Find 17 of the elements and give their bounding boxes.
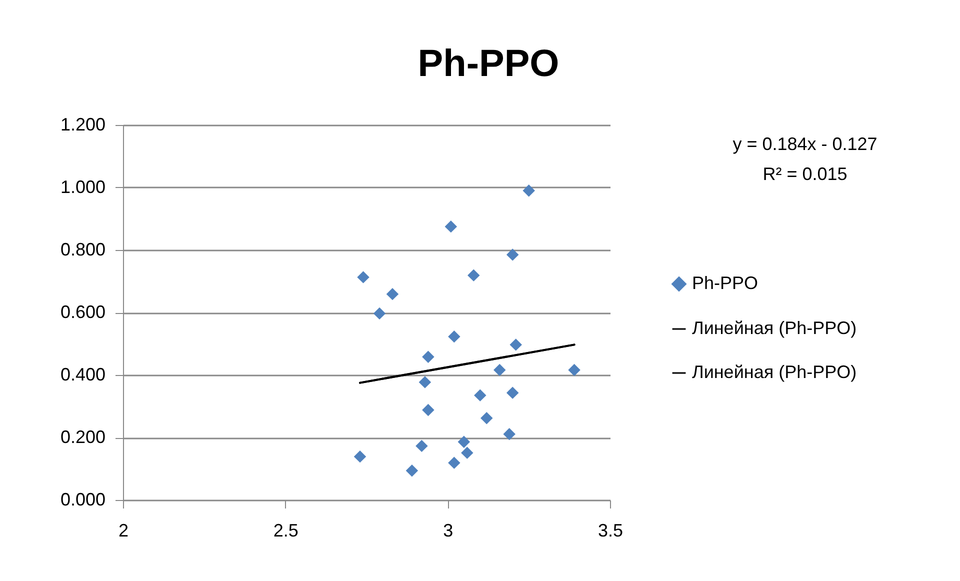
x-tick-label: 2.5 xyxy=(273,520,298,540)
text: R² = 0.015 xyxy=(762,164,848,184)
x-tick-label: 3 xyxy=(443,520,454,540)
y-tick-label: 0.200 xyxy=(60,427,106,447)
legend-label: Линейная (Ph-PPO) xyxy=(692,362,857,382)
y-tick-label: 1.000 xyxy=(60,177,106,197)
chart-title: Ph-PPO xyxy=(418,43,560,85)
x-tick-label: 3.5 xyxy=(598,520,624,540)
y-tick-label: 0.400 xyxy=(60,364,106,384)
y-tick-label: 0.800 xyxy=(60,240,106,260)
y-tick-label: 0.600 xyxy=(60,302,106,322)
legend-label: Линейная (Ph-PPO) xyxy=(692,318,857,338)
x-tick-label: 2 xyxy=(118,520,129,540)
text: y = 0.184x - 0.127 xyxy=(732,134,878,154)
y-tick-label: 0.000 xyxy=(60,490,106,510)
legend-label: Ph-PPO xyxy=(692,273,758,293)
y-tick-label: 1.200 xyxy=(60,114,106,134)
